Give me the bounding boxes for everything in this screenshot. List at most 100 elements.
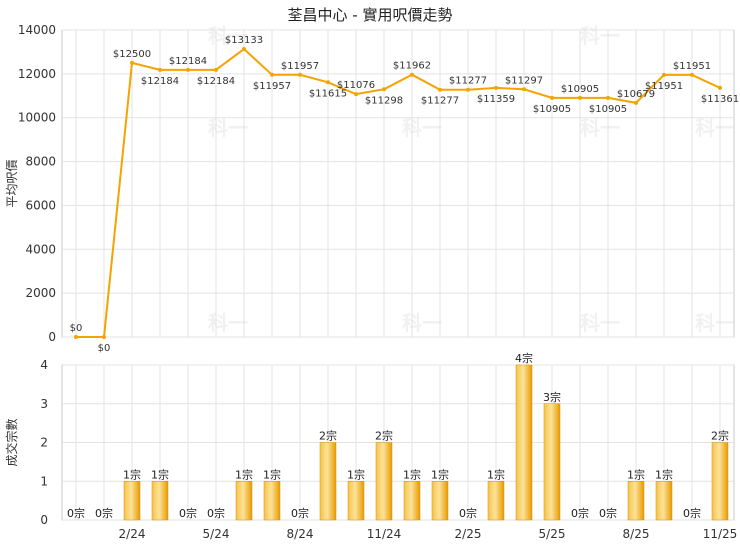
price-data-label: $11298 [365, 95, 403, 106]
price-point [578, 95, 582, 100]
price-point [158, 67, 162, 72]
price-data-label: $0 [98, 343, 111, 354]
price-point [550, 95, 554, 100]
volume-bar [515, 364, 533, 521]
price-ytick-label: 6000 [25, 198, 56, 212]
volume-xtick-label: 5/25 [539, 527, 566, 541]
volume-data-label: 1宗 [487, 467, 505, 481]
watermark: 科一 [695, 311, 735, 335]
volume-y-axis-label: 成交宗數 [4, 418, 19, 466]
volume-xtick-label: 5/24 [203, 527, 230, 541]
price-data-label: $0 [70, 323, 83, 334]
price-ytick-label: 14000 [18, 23, 56, 37]
watermark: 科一 [580, 311, 620, 335]
price-data-label: $10905 [533, 104, 571, 115]
volume-bar [347, 481, 365, 521]
price-ytick-label: 0 [48, 330, 56, 344]
price-data-label: $11277 [449, 76, 487, 87]
volume-xtick-label: 8/25 [623, 527, 650, 541]
price-point [438, 87, 442, 92]
price-point [102, 335, 106, 339]
volume-ytick-label: 3 [40, 397, 48, 411]
volume-bar [263, 481, 281, 521]
volume-data-label: 0宗 [95, 506, 113, 520]
price-ytick-label: 2000 [25, 286, 56, 300]
price-data-label: $12184 [197, 76, 235, 87]
price-point [242, 47, 246, 52]
price-data-label: $11957 [253, 81, 291, 92]
price-point [606, 95, 610, 100]
price-series-line [76, 47, 721, 338]
watermark: 科一 [208, 116, 248, 140]
volume-data-label: 1宗 [235, 467, 253, 481]
volume-bar [487, 481, 505, 521]
price-point [214, 67, 218, 72]
volume-ytick-label: 2 [40, 436, 48, 450]
price-point [466, 87, 470, 92]
price-point [690, 72, 694, 77]
volume-bar [319, 442, 337, 521]
volume-xtick-label: 11/24 [367, 527, 402, 541]
volume-bar [543, 403, 561, 521]
watermark: 科一 [402, 116, 442, 140]
chart-title: 荃昌中心 - 實用呎價走勢 [288, 6, 453, 24]
price-data-label: $11957 [281, 61, 319, 72]
volume-bar [403, 481, 421, 521]
watermark: 科一 [208, 311, 248, 335]
price-point [494, 85, 498, 90]
volume-bar [711, 442, 729, 521]
volume-data-label: 3宗 [543, 390, 561, 404]
volume-xtick-label: 2/25 [455, 527, 482, 541]
price-data-label: $11359 [477, 94, 515, 105]
watermark: 科一 [402, 311, 442, 335]
price-point [74, 335, 78, 339]
volume-ytick-label: 4 [40, 358, 48, 372]
price-data-label: $11277 [421, 96, 459, 107]
volume-data-label: 1宗 [431, 467, 449, 481]
price-data-label: $12184 [141, 76, 179, 87]
price-point [718, 85, 722, 90]
price-data-label: $13133 [225, 35, 263, 46]
price-ytick-label: 12000 [18, 67, 56, 81]
price-point [326, 80, 330, 85]
price-point [634, 100, 638, 105]
volume-data-label: 1宗 [263, 467, 281, 481]
price-point [354, 92, 358, 97]
volume-data-label: 0宗 [207, 506, 225, 520]
watermark: 科一 [695, 116, 735, 140]
volume-bar [375, 442, 393, 521]
volume-data-label: 0宗 [291, 506, 309, 520]
price-data-label: $11962 [393, 61, 431, 72]
volume-xtick-label: 8/24 [287, 527, 314, 541]
volume-data-label: 1宗 [347, 467, 365, 481]
price-y-axis-label: 平均呎價 [5, 159, 19, 207]
price-ytick-label: 4000 [25, 242, 56, 256]
volume-data-label: 1宗 [627, 467, 645, 481]
price-data-label: $12184 [169, 56, 207, 67]
volume-data-label: 0宗 [459, 506, 477, 520]
watermark: 科一 [580, 24, 620, 48]
price-point [662, 72, 666, 77]
volume-bar [431, 481, 449, 521]
volume-ytick-label: 0 [40, 513, 48, 527]
volume-data-label: 1宗 [403, 467, 421, 481]
price-data-label: $12500 [113, 49, 151, 60]
watermark: 科一 [208, 24, 248, 48]
volume-bar [627, 481, 645, 521]
volume-data-label: 0宗 [179, 506, 197, 520]
price-point [130, 60, 134, 65]
volume-data-label: 1宗 [123, 467, 141, 481]
volume-data-label: 0宗 [67, 506, 85, 520]
volume-data-label: 0宗 [599, 506, 617, 520]
volume-bar [655, 481, 673, 521]
price-data-label: $10905 [589, 104, 627, 115]
price-data-label: $10905 [561, 84, 599, 95]
volume-data-label: 4宗 [515, 351, 533, 365]
volume-bar [151, 481, 169, 521]
price-data-label: $11361 [701, 94, 739, 105]
price-data-label: $11951 [645, 81, 683, 92]
volume-ytick-label: 1 [40, 474, 48, 488]
